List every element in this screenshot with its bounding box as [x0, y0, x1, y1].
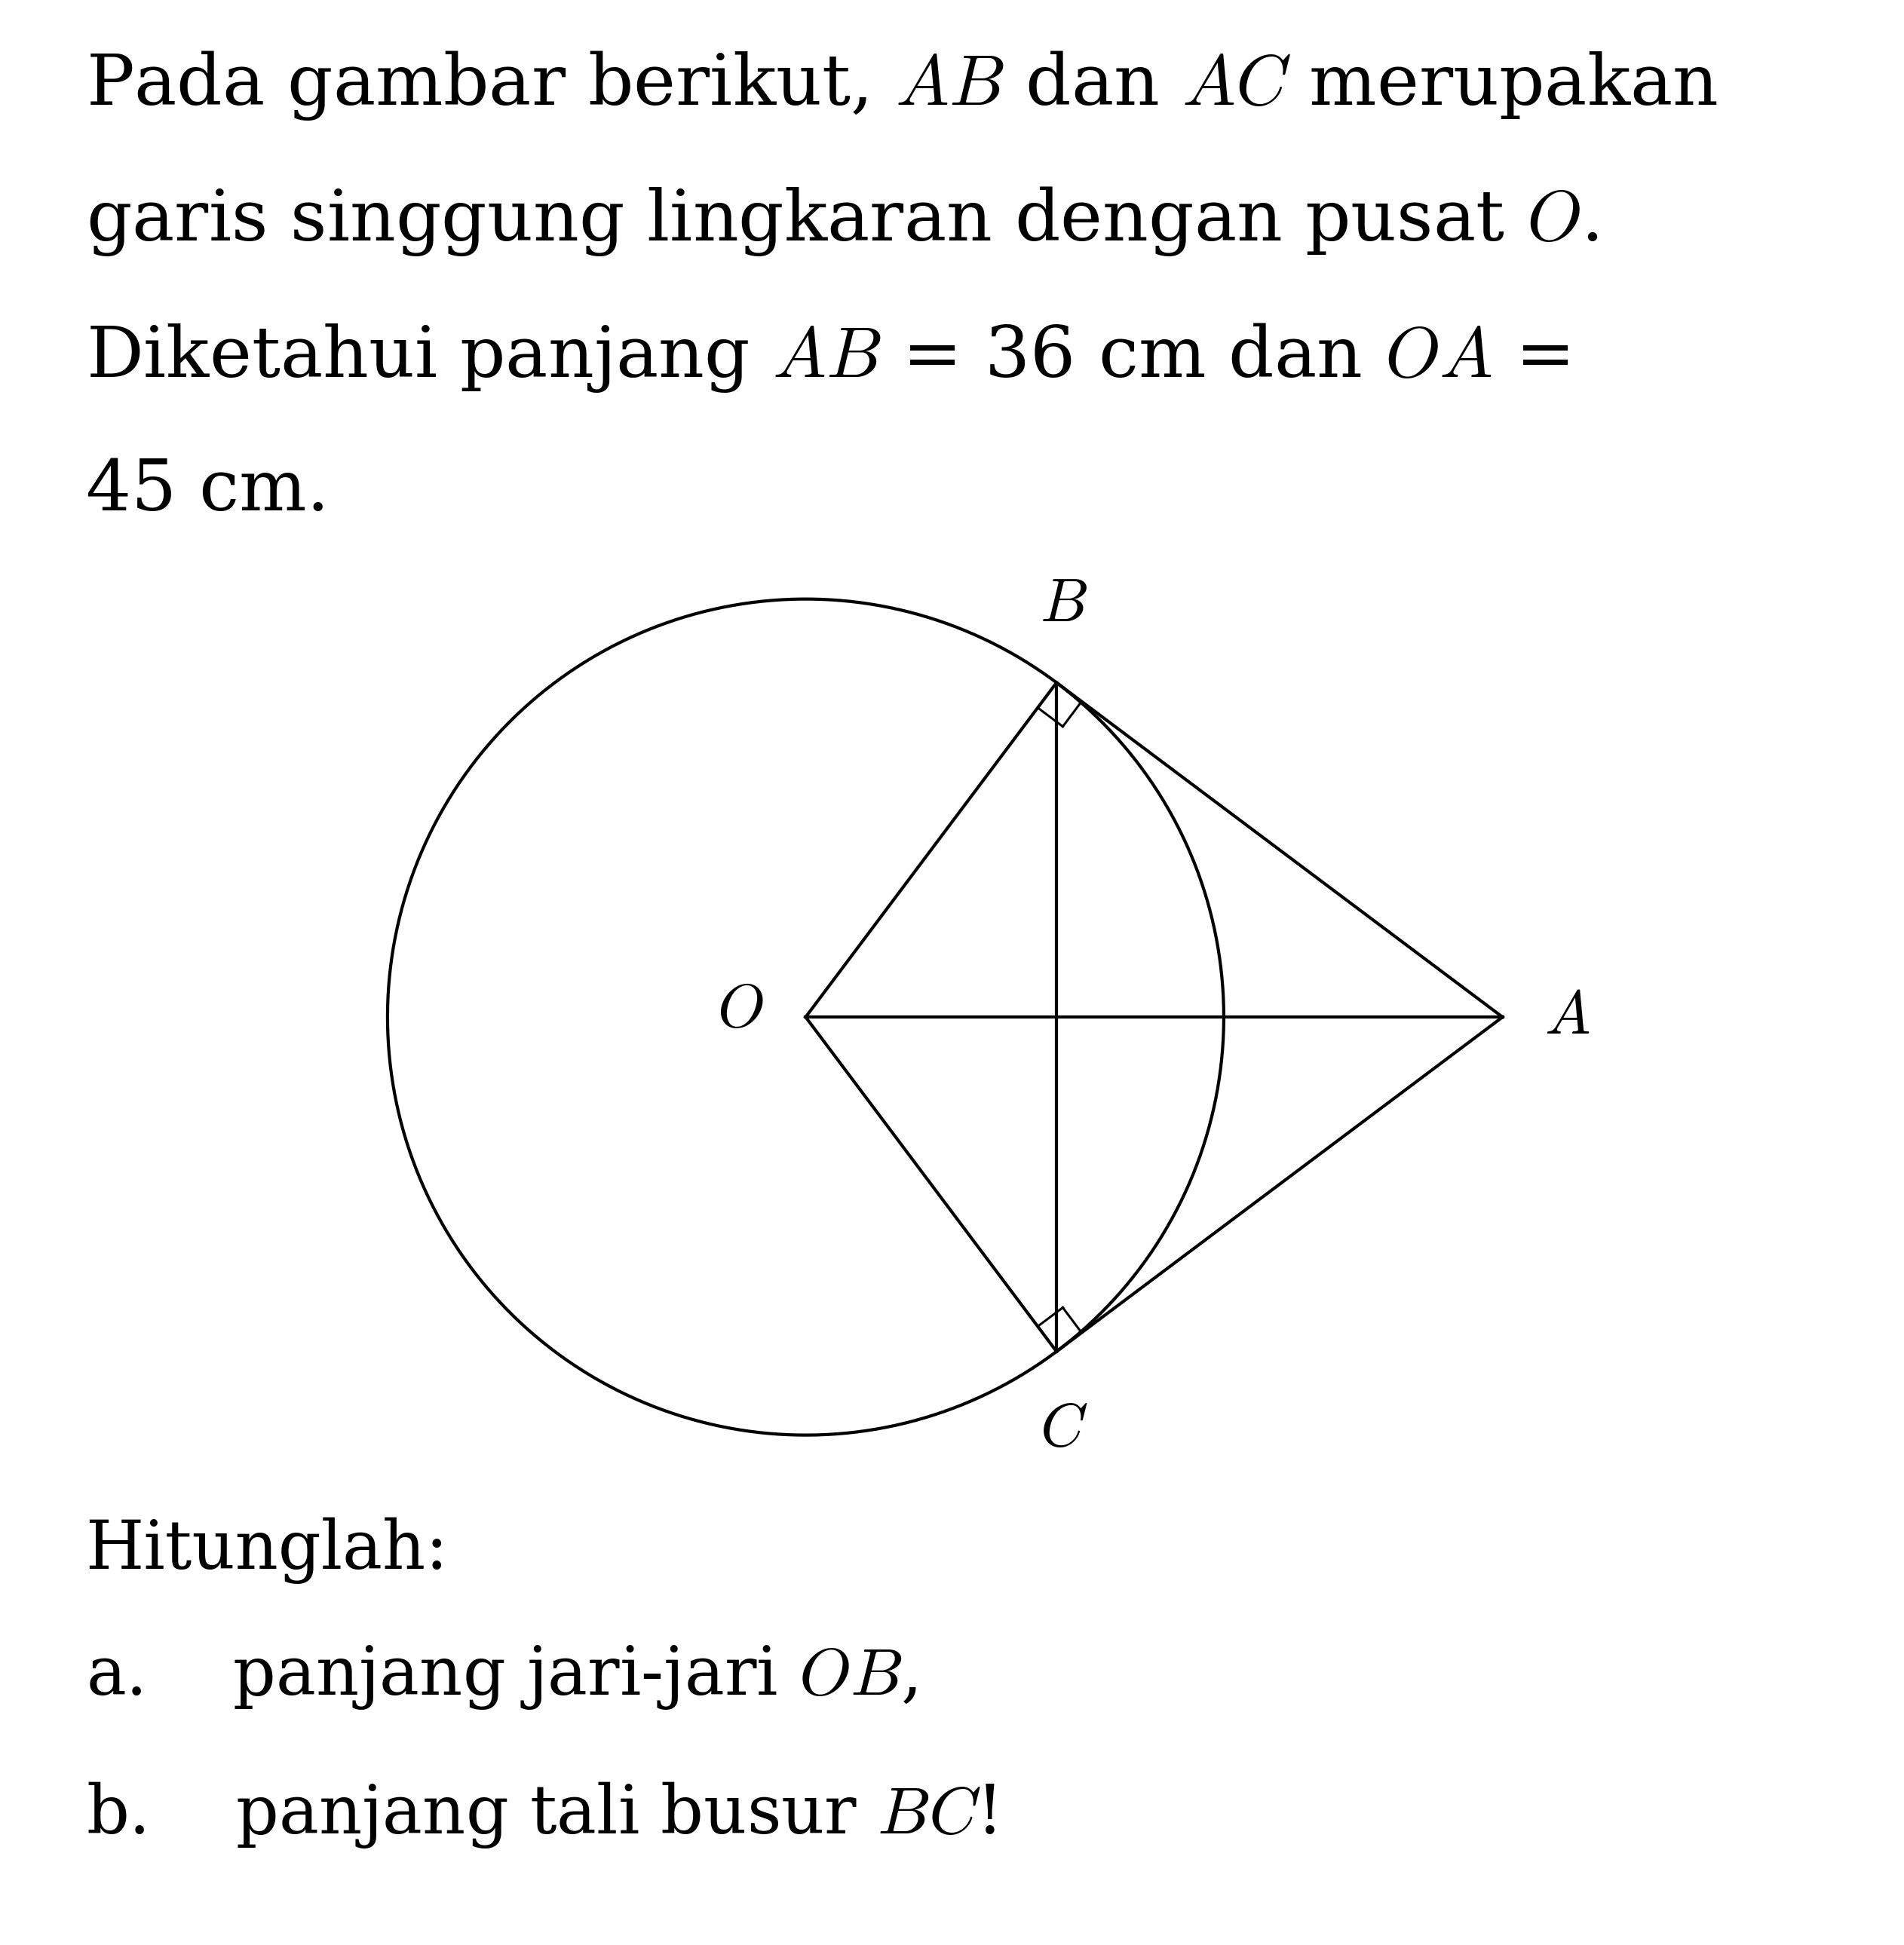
Text: $C$: $C$ — [1040, 1400, 1087, 1459]
Text: Diketahui panjang $AB$ = 36 cm dan $OA$ =: Diketahui panjang $AB$ = 36 cm dan $OA$ … — [86, 321, 1569, 395]
Text: 45 cm.: 45 cm. — [86, 457, 329, 525]
Text: Pada gambar berikut, $AB$ dan $AC$ merupakan: Pada gambar berikut, $AB$ dan $AC$ merup… — [86, 49, 1717, 123]
Text: Hitunglah:: Hitunglah: — [86, 1517, 449, 1583]
Text: a.    panjang jari-jari $OB$,: a. panjang jari-jari $OB$, — [86, 1644, 916, 1712]
Text: $B$: $B$ — [1040, 576, 1087, 634]
Text: b.    panjang tali busur $BC$!: b. panjang tali busur $BC$! — [86, 1780, 996, 1850]
Text: $O$: $O$ — [718, 980, 764, 1039]
Text: garis singgung lingkaran dengan pusat $O$.: garis singgung lingkaran dengan pusat $O… — [86, 185, 1597, 259]
Text: $A$: $A$ — [1544, 988, 1590, 1046]
